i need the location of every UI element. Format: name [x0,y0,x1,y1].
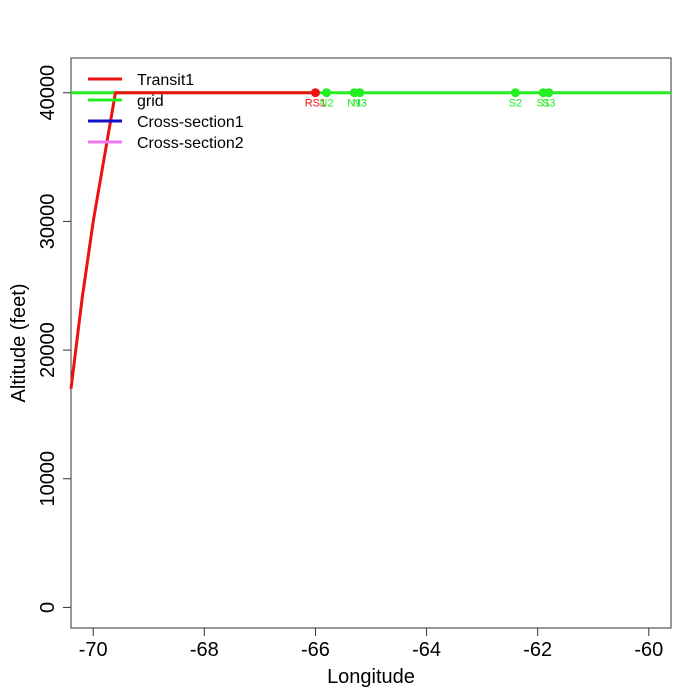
x-tick-label: -64 [412,639,441,661]
point-marker-n3 [355,88,365,98]
point-label-n2: N2 [320,98,334,110]
point-label-s3: S3 [542,98,555,110]
series-lines [69,91,671,389]
point-marker-s2 [510,88,520,98]
x-tick-label: -60 [634,639,663,661]
y-axis: 0 10000 20000 30000 40000 [37,65,71,613]
point-marker-s3 [544,88,554,98]
point-label-rs1: RS1 [305,98,326,110]
y-axis-label: Altitude (feet) [8,284,30,403]
x-tick-label: -62 [523,639,552,661]
y-tick-label: 0 [37,602,59,613]
y-tick-label: 40000 [37,65,59,121]
legend-label: grid [137,93,164,110]
x-axis: -70 -68 -66 -64 -62 -60 [79,628,663,661]
point-marker-n2 [322,88,332,98]
legend-label: Cross-section1 [137,114,244,131]
y-tick-label: 30000 [37,194,59,250]
series-line-transit1 [69,91,316,389]
point-label-s2: S2 [509,98,522,110]
x-tick-label: -66 [301,639,330,661]
point-marker-rs1 [310,88,320,98]
x-tick-label: -68 [190,639,219,661]
legend: Transit1 grid Cross-section1 Cross-section2 [88,72,244,152]
point-label-s1: S1 [536,98,549,110]
point-label-n3: N3 [353,98,367,110]
point-label-n1: N1 [347,98,361,110]
legend-label: Cross-section2 [137,135,244,152]
x-tick-label: -70 [79,639,108,661]
y-tick-label: 10000 [37,451,59,507]
y-tick-label: 20000 [37,322,59,378]
legend-label: Transit1 [137,72,194,89]
x-axis-label: Longitude [327,666,415,688]
plot-frame [70,57,672,629]
